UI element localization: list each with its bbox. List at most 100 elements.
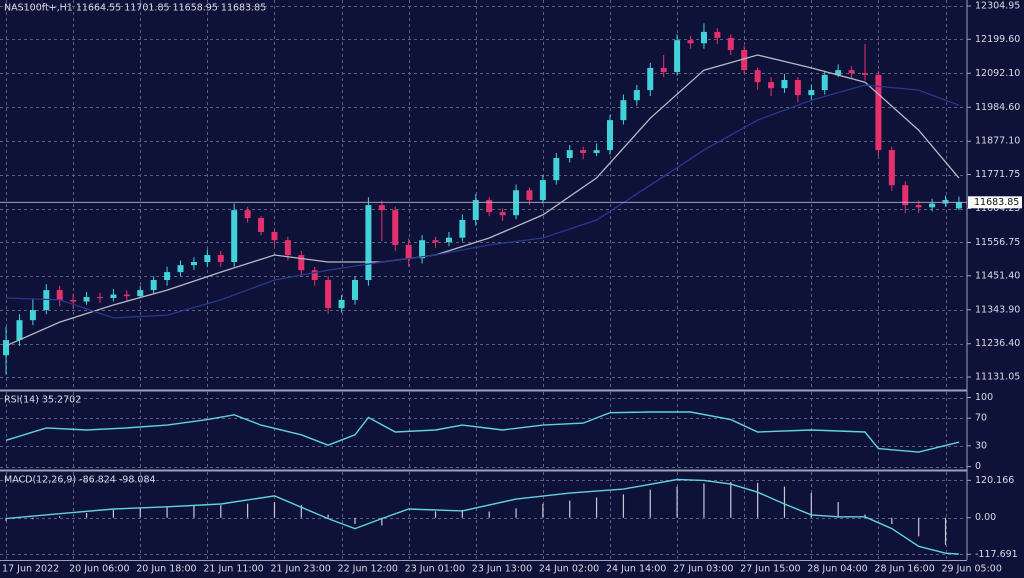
x-tick-label: 28 Jun 16:00	[874, 564, 934, 575]
candle-body	[298, 255, 305, 271]
macd-bar	[5, 517, 7, 521]
macd-bar	[837, 502, 839, 518]
macd-bar	[676, 486, 678, 518]
candle-body	[231, 210, 238, 263]
candle-body	[177, 265, 184, 273]
y-tick-label: 11343.90	[975, 304, 1020, 315]
candle-body	[741, 49, 748, 71]
candle-body	[432, 240, 439, 243]
macd-bar	[783, 486, 786, 518]
macd-bar	[381, 517, 383, 526]
candle-body	[3, 340, 10, 356]
candle-body	[848, 70, 855, 74]
candle-body	[902, 185, 909, 206]
candle-body	[553, 158, 560, 181]
x-tick-label: 27 Jun 15:00	[740, 564, 800, 575]
x-tick-label: 23 Jun 01:00	[405, 564, 465, 575]
macd-bar	[488, 511, 490, 518]
candle-body	[861, 73, 868, 75]
y-tick-label: 100	[975, 392, 993, 403]
indicator-line	[5, 411, 960, 453]
x-tick-label: 21 Jun 23:00	[270, 564, 330, 575]
macd-bar	[59, 516, 61, 518]
y-tick-label: 11664.25	[975, 203, 1020, 214]
y-tick-label: 12304.95	[975, 1, 1020, 12]
macd-bar	[461, 509, 463, 518]
y-tick-label: 11984.60	[975, 102, 1020, 113]
candle-body	[620, 100, 627, 121]
panel-title: MACD(12,26,9) -86.824 -98.084	[4, 475, 156, 486]
x-tick-label: 24 Jun 14:00	[606, 564, 666, 575]
macd-bar	[300, 505, 302, 518]
macd-bar	[32, 517, 34, 520]
y-tick-label: 11877.10	[975, 136, 1020, 147]
current-price-label: 11683.85	[974, 197, 1019, 208]
candle-body	[955, 202, 962, 209]
macd-bar	[166, 506, 168, 518]
candle-body	[580, 150, 587, 153]
candle-body	[835, 70, 842, 75]
candle-body	[137, 290, 144, 297]
macd-bar	[273, 502, 276, 518]
y-tick-label: 11771.75	[975, 169, 1020, 180]
panel-title: NAS100ft+,H1 11664.55 11701.85 11658.95 …	[4, 3, 266, 14]
candle-body	[888, 150, 895, 186]
candle-body	[325, 280, 332, 309]
candle-body	[123, 294, 130, 297]
candle-body	[687, 40, 694, 44]
macd-bar	[622, 494, 625, 518]
candle-body	[445, 237, 452, 243]
candle-body	[942, 200, 949, 204]
x-tick-label: 21 Jun 11:00	[203, 564, 263, 575]
x-tick-label: 20 Jun 06:00	[69, 564, 129, 575]
candle-body	[378, 205, 385, 211]
macd-bar	[810, 492, 812, 518]
macd-bar	[247, 503, 249, 518]
candle-body	[244, 210, 251, 219]
candle-body	[258, 218, 265, 232]
x-tick-label: 22 Jun 12:00	[338, 564, 398, 575]
y-tick-label: -117.691	[975, 549, 1018, 560]
candle-body	[150, 280, 157, 291]
y-tick-label: 0.00	[975, 512, 996, 523]
candle-body	[110, 294, 117, 299]
candle-body	[499, 212, 506, 216]
candle-body	[96, 297, 103, 299]
candle-body	[700, 31, 707, 44]
candle-body	[593, 150, 600, 153]
panel-title: RSI(14) 35.2702	[4, 395, 81, 406]
candle-body	[217, 255, 224, 263]
candle-body	[513, 190, 520, 216]
candle-body	[16, 320, 23, 341]
candle-body	[781, 79, 788, 89]
macd-bar	[944, 517, 947, 545]
candle-body	[808, 90, 815, 96]
y-tick-label: 30	[975, 440, 987, 451]
macd-bar	[569, 500, 571, 518]
x-tick-label: 24 Jun 02:00	[539, 564, 599, 575]
x-tick-label: 27 Jun 03:00	[673, 564, 733, 575]
macd-bar	[112, 509, 115, 518]
x-tick-label: 23 Jun 13:00	[472, 564, 532, 575]
candle-body	[875, 74, 882, 151]
candle-body	[714, 31, 721, 38]
y-tick-label: 11236.40	[975, 338, 1020, 349]
candle-body	[660, 67, 667, 73]
candle-body	[768, 82, 775, 89]
macd-bar	[85, 513, 88, 518]
x-tick-label: 17 Jun 2022	[2, 564, 59, 575]
candle-body	[271, 231, 278, 241]
y-tick-label: 120.166	[975, 475, 1014, 486]
candle-body	[392, 210, 399, 245]
candle-body	[338, 299, 345, 309]
candle-body	[472, 200, 479, 220]
candle-body	[83, 297, 90, 302]
candle-body	[647, 67, 654, 91]
y-tick-label: 0	[975, 461, 981, 472]
candle-body	[794, 79, 801, 96]
candle-body	[674, 40, 681, 73]
candle-body	[164, 272, 171, 281]
signal-line	[5, 478, 959, 555]
macd-bar	[730, 481, 732, 518]
